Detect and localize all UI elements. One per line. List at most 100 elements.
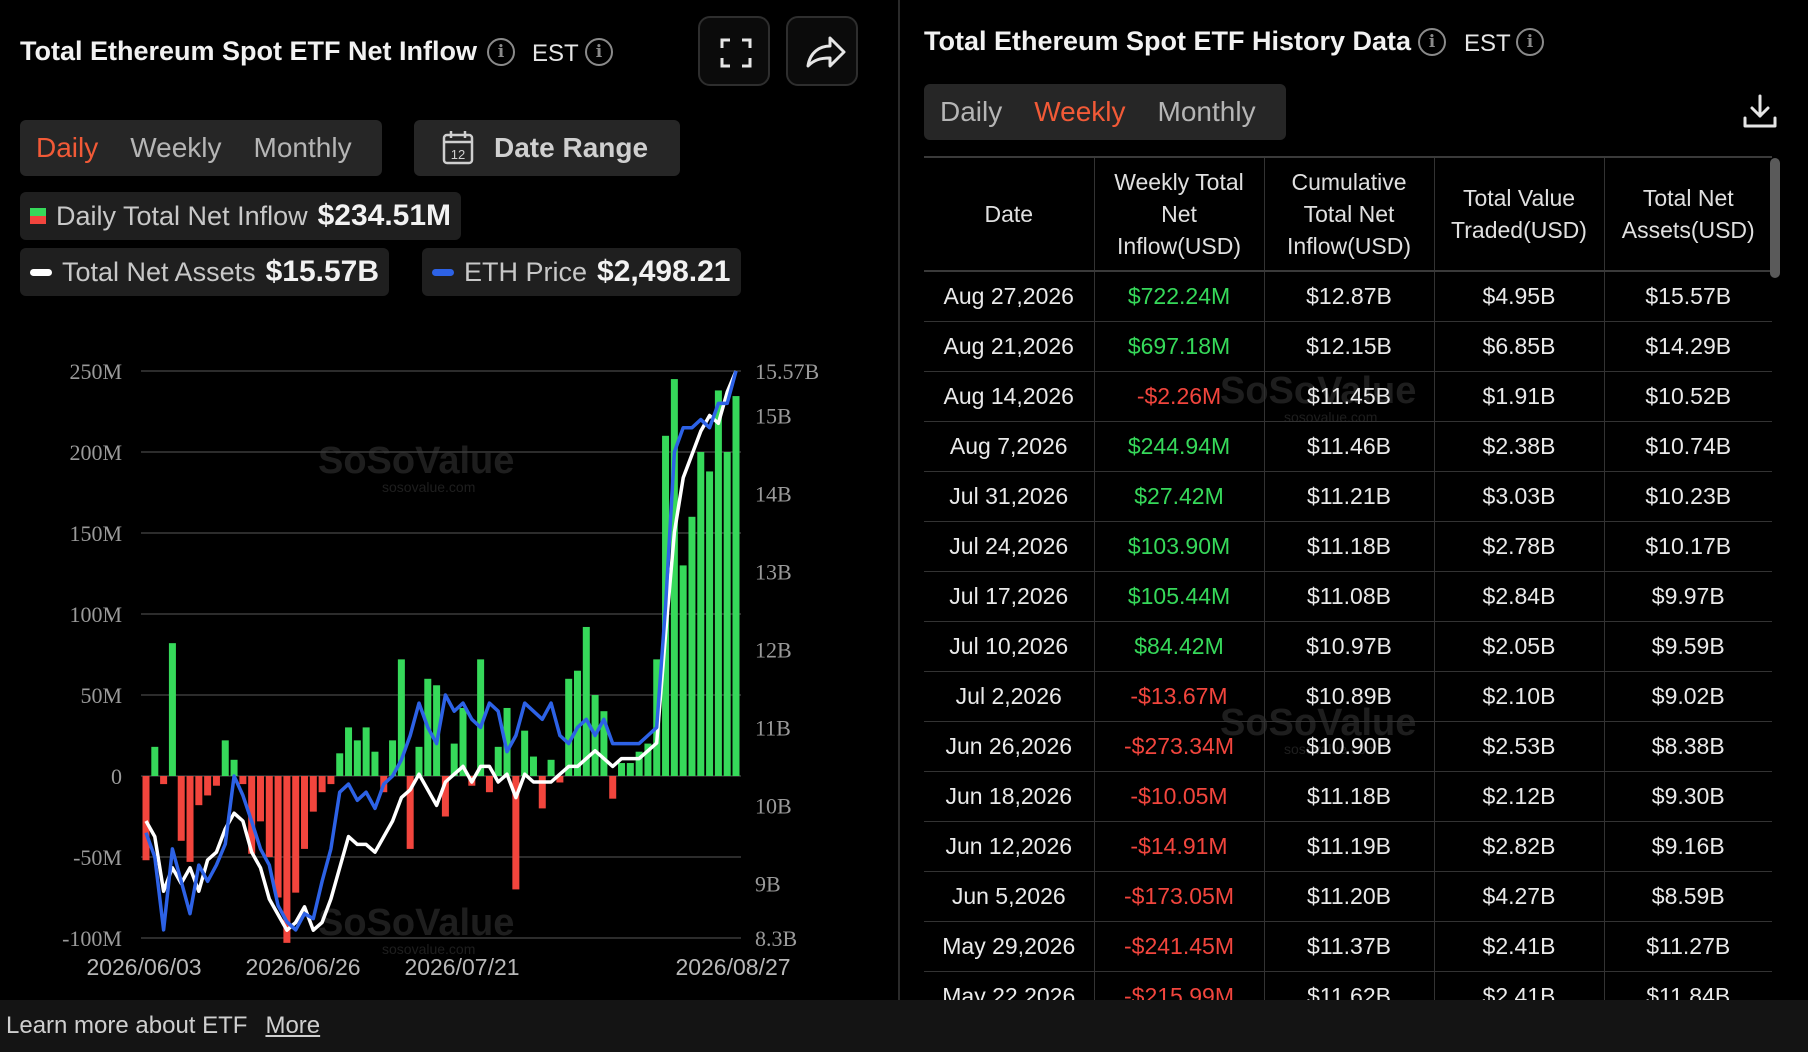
y-tick-label: 0 xyxy=(111,764,122,789)
table-scrollbar[interactable] xyxy=(1770,158,1780,278)
value-cell: -$273.34M xyxy=(1094,721,1265,772)
table-row[interactable]: Jun 12,2026 -$14.91M $11.19B $2.82B $9.16B xyxy=(924,821,1772,872)
info-icon[interactable]: i xyxy=(585,38,613,66)
table-row[interactable]: Aug 14,2026 -$2.26M $11.45B $1.91B $10.52B xyxy=(924,371,1772,422)
table-row[interactable]: Jul 17,2026 $105.44M $11.08B $2.84B $9.97B xyxy=(924,571,1772,622)
inflow-bar xyxy=(371,751,379,776)
value-cell: $12.15B xyxy=(1264,321,1435,372)
legend-total-net-assets[interactable]: Total Net Assets $15.57B xyxy=(20,248,390,296)
value-cell: $9.02B xyxy=(1604,671,1772,722)
value-cell: $10.97B xyxy=(1264,621,1435,672)
inflow-bar xyxy=(353,740,361,776)
tab-monthly[interactable]: Monthly xyxy=(1157,96,1256,127)
legend-eth-price[interactable]: ETH Price $2,498.21 xyxy=(422,248,741,296)
inflow-bar xyxy=(327,776,335,785)
inflow-swatch xyxy=(30,208,46,224)
value-cell: $105.44M xyxy=(1094,571,1265,622)
inflow-bar xyxy=(283,776,291,943)
inflow-bar xyxy=(600,711,608,776)
date-range-label: Date Range xyxy=(494,132,649,163)
info-icon[interactable]: i xyxy=(1418,28,1446,56)
panel-title: Total Ethereum Spot ETF History Data xyxy=(924,26,1412,56)
tab-daily[interactable]: Daily xyxy=(940,96,1003,127)
y-tick-label: 50M xyxy=(80,683,122,708)
table-row[interactable]: Aug 7,2026 $244.94M $11.46B $2.38B $10.74B xyxy=(924,421,1772,472)
x-tick-label: 2026/08/27 xyxy=(675,954,790,980)
legend-daily-inflow[interactable]: Daily Total Net Inflow $234.51M xyxy=(20,192,462,240)
table-row[interactable]: Jun 18,2026 -$10.05M $11.18B $2.12B $9.30B xyxy=(924,771,1772,822)
table-row[interactable]: Jul 2,2026 -$13.67M $10.89B $2.10B $9.02B xyxy=(924,671,1772,722)
inflow-bar xyxy=(609,776,617,799)
value-cell: $11.21B xyxy=(1264,471,1435,522)
value-cell: $2.41B xyxy=(1434,921,1605,972)
inflow-bar xyxy=(406,776,414,849)
table-row[interactable]: Jun 5,2026 -$173.05M $11.20B $4.27B $8.59B xyxy=(924,871,1772,922)
table-row[interactable]: Jul 31,2026 $27.42M $11.21B $3.03B $10.23B xyxy=(924,471,1772,522)
tab-weekly[interactable]: Weekly xyxy=(1034,96,1126,127)
value-cell: $722.24M xyxy=(1094,271,1265,322)
value-cell: $6.85B xyxy=(1434,321,1605,372)
value-cell: $8.38B xyxy=(1604,721,1772,772)
inflow-bar xyxy=(529,756,537,776)
inflow-bar xyxy=(688,516,696,776)
history-table-container[interactable]: Date Weekly Total Net Inflow(USD) Cumulati… xyxy=(924,156,1772,1000)
value-cell: $11.37B xyxy=(1264,921,1435,972)
value-cell: $2.41B xyxy=(1434,971,1605,1000)
table-row[interactable]: Jun 26,2026 -$273.34M $10.90B $2.53B $8.38B xyxy=(924,721,1772,772)
inflow-bar xyxy=(397,659,405,776)
tab-monthly[interactable]: Monthly xyxy=(253,132,352,163)
date-cell: Jul 31,2026 xyxy=(924,471,1095,522)
date-cell: Aug 7,2026 xyxy=(924,421,1095,472)
value-cell: $10.17B xyxy=(1604,521,1772,572)
footer-bar: Learn more about ETF More xyxy=(0,1000,1808,1052)
table-row[interactable]: May 22,2026 -$215.99M $11.62B $2.41B $11.84B xyxy=(924,971,1772,1000)
inflow-bar xyxy=(415,746,423,776)
table-row[interactable]: Aug 21,2026 $697.18M $12.15B $6.85B $14.29B xyxy=(924,321,1772,372)
inflow-bar xyxy=(362,727,370,776)
y2-tick-label: 15.57B xyxy=(755,359,819,384)
table-row[interactable]: Jul 10,2026 $84.42M $10.97B $2.05B $9.59B xyxy=(924,621,1772,672)
download-icon[interactable] xyxy=(1740,92,1780,132)
table-body: Aug 27,2026 $722.24M $12.87B $4.95B $15.57B A… xyxy=(924,271,1772,1000)
info-icon[interactable]: i xyxy=(1516,28,1544,56)
table-row[interactable]: Jul 24,2026 $103.90M $11.18B $2.78B $10.17B xyxy=(924,521,1772,572)
table-row[interactable]: May 29,2026 -$241.45M $11.37B $2.41B $11.27B xyxy=(924,921,1772,972)
tab-daily[interactable]: Daily xyxy=(36,132,99,163)
value-cell: $10.74B xyxy=(1604,421,1772,472)
inflow-bar xyxy=(336,753,344,776)
value-cell: $11.46B xyxy=(1264,421,1435,472)
value-cell: $2.82B xyxy=(1434,821,1605,872)
share-button[interactable] xyxy=(786,16,858,86)
value-cell: $11.18B xyxy=(1264,521,1435,572)
inflow-bar xyxy=(582,626,590,776)
fullscreen-button[interactable] xyxy=(698,16,770,86)
table-row[interactable]: Aug 27,2026 $722.24M $12.87B $4.95B $15.57B xyxy=(924,271,1772,322)
value-cell: $2.84B xyxy=(1434,571,1605,622)
inflow-bar xyxy=(433,685,441,776)
y2-tick-label: 10B xyxy=(755,793,792,818)
value-cell: $10.90B xyxy=(1264,721,1435,772)
more-link[interactable]: More xyxy=(265,1012,321,1039)
legend-value: $2,498.21 xyxy=(597,255,731,288)
inflow-bar xyxy=(635,751,643,776)
column-header: Total Value Traded(USD) xyxy=(1434,156,1605,272)
history-table: Date Weekly Total Net Inflow(USD) Cumulati… xyxy=(924,156,1772,1000)
legend-value: $15.57B xyxy=(265,255,380,288)
value-cell: $10.23B xyxy=(1604,471,1772,522)
inflow-bar xyxy=(547,759,555,776)
inflow-bar xyxy=(503,707,511,776)
value-cell: $8.59B xyxy=(1604,871,1772,922)
value-cell: $4.95B xyxy=(1434,271,1605,322)
value-cell: $1.91B xyxy=(1434,371,1605,422)
value-cell: $103.90M xyxy=(1094,521,1265,572)
inflow-bar xyxy=(697,452,705,776)
inflow-bar xyxy=(573,670,581,776)
y-tick-label: 100M xyxy=(69,602,122,627)
info-icon[interactable]: i xyxy=(487,38,515,66)
date-cell: Jun 5,2026 xyxy=(924,871,1095,922)
date-range-button[interactable]: 12 Date Range xyxy=(414,120,680,176)
tab-weekly[interactable]: Weekly xyxy=(130,132,222,163)
y-tick-label: 250M xyxy=(69,359,122,384)
value-cell: $10.89B xyxy=(1264,671,1435,722)
date-cell: Jul 10,2026 xyxy=(924,621,1095,672)
